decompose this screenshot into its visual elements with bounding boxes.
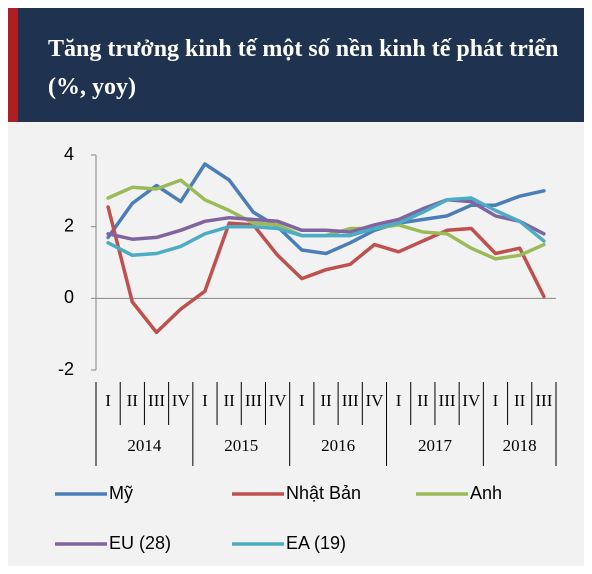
series-line <box>106 198 546 241</box>
series-line <box>106 162 546 256</box>
x-group-label: 2014 <box>127 436 162 455</box>
x-tick-label: II <box>514 391 526 410</box>
x-tick-label: III <box>439 391 456 410</box>
series-line <box>106 196 546 258</box>
x-tick-label: II <box>223 391 235 410</box>
header-accent <box>8 8 18 122</box>
x-tick-label: I <box>493 391 499 410</box>
x-tick-label: I <box>105 391 111 410</box>
x-tick-label: II <box>127 391 139 410</box>
legend-label: EU (28) <box>109 533 171 553</box>
header <box>8 8 584 122</box>
x-group-label: 2018 <box>503 436 537 455</box>
x-tick-label: IV <box>172 391 191 410</box>
x-group-label: 2017 <box>418 436 453 455</box>
y-tick-label: 2 <box>64 215 74 235</box>
chart-title: Tăng trưởng kinh tế một số nền kinh tế p… <box>48 36 559 100</box>
x-group-label: 2015 <box>224 436 258 455</box>
x-tick-label: IV <box>462 391 481 410</box>
x-tick-label: III <box>535 391 552 410</box>
x-tick-label: IV <box>365 391 384 410</box>
x-tick-label: III <box>342 391 359 410</box>
x-tick-label: III <box>245 391 262 410</box>
legend-label: Nhật Bản <box>286 483 361 503</box>
x-group-label: 2016 <box>321 436 355 455</box>
legend-label: EA (19) <box>286 533 346 553</box>
y-tick-label: 0 <box>64 287 74 307</box>
x-tick-label: I <box>396 391 402 410</box>
y-tick-label: -2 <box>58 359 74 379</box>
x-tick-label: II <box>320 391 332 410</box>
y-tick-label: 4 <box>64 144 74 164</box>
x-tick-label: I <box>202 391 208 410</box>
chart-panel <box>8 122 584 566</box>
x-tick-label: IV <box>269 391 288 410</box>
series-line <box>106 205 546 335</box>
x-tick-label: II <box>417 391 429 410</box>
x-tick-label: III <box>148 391 165 410</box>
x-tick-label: I <box>299 391 305 410</box>
legend-label: Anh <box>470 483 502 503</box>
legend-label: Mỹ <box>109 483 133 503</box>
